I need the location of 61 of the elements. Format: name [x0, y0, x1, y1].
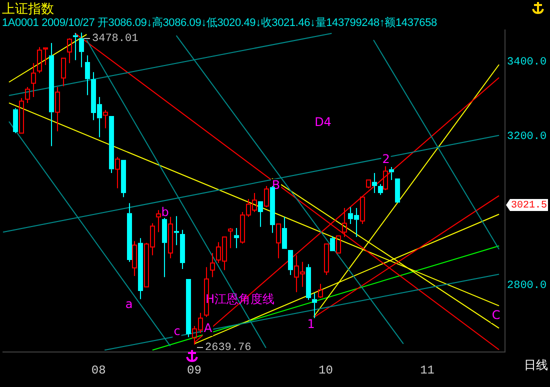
candlestick — [109, 116, 114, 174]
candlestick — [312, 292, 317, 319]
candlestick — [73, 32, 78, 61]
annotation: D4 — [314, 115, 332, 130]
candlestick — [162, 217, 167, 278]
candlestick — [270, 185, 275, 234]
candlestick — [61, 58, 66, 87]
candlestick — [210, 252, 215, 278]
candlestick — [258, 201, 263, 228]
candlestick — [342, 207, 347, 238]
chart-title: 上证指数 — [2, 1, 54, 18]
candlestick — [389, 166, 394, 181]
candlestick — [282, 216, 287, 249]
y-tick-label: 3200.0 — [507, 131, 547, 143]
candlestick — [132, 240, 137, 277]
annotation: 2 — [382, 152, 390, 166]
candlestick — [103, 110, 108, 129]
candlestick — [85, 54, 90, 96]
y-tick-label: 3400.0 — [507, 56, 547, 69]
candlestick — [168, 216, 173, 259]
candlestick — [330, 236, 335, 252]
candlestick — [67, 38, 72, 64]
candlestick — [276, 223, 281, 259]
candlestick — [372, 172, 377, 194]
text: 3021.5 — [511, 200, 548, 212]
chart-subtitle: 1A0001 2009/10/27 开3086.09↓高3086.09↓低3020.49↓收3021.46↓量143799248↑额1437658 — [2, 16, 437, 30]
annotation: c — [174, 324, 180, 338]
candlestick — [115, 156, 120, 189]
candlestick — [31, 62, 36, 98]
candlestick — [79, 32, 84, 68]
annotation: 1 — [307, 317, 315, 332]
x-tick-label: 11 — [420, 363, 435, 378]
candlestick — [55, 86, 60, 132]
candlestick — [378, 184, 383, 196]
x-tick-label: 10 — [318, 363, 333, 378]
candlestick — [174, 216, 179, 246]
annotation: b — [161, 205, 169, 220]
candlestick — [336, 235, 341, 254]
y-tick-label: 2800.0 — [507, 280, 547, 292]
candlestick — [156, 210, 161, 233]
x-tick-label: 09 — [187, 363, 202, 378]
annotation: C — [492, 308, 500, 322]
candlestick — [395, 178, 400, 203]
candlestick — [186, 279, 191, 338]
candlestick — [43, 47, 48, 66]
annotation: 2639.76 — [205, 342, 252, 354]
candlestick — [228, 228, 233, 249]
candlestick — [288, 250, 293, 276]
text: 日线 — [524, 358, 548, 372]
candlestick — [306, 264, 311, 300]
candlestick — [121, 160, 126, 198]
annotation: 3478.01 — [92, 32, 139, 45]
x-tick-label: 08 — [91, 363, 106, 378]
candlestick — [234, 228, 239, 249]
candlestick — [138, 238, 143, 300]
candlestick — [127, 202, 132, 262]
candlestick — [13, 108, 18, 134]
candlestick — [180, 229, 185, 270]
annotation: a — [125, 297, 133, 312]
candlestick — [49, 42, 54, 147]
annotation: A — [204, 321, 213, 336]
